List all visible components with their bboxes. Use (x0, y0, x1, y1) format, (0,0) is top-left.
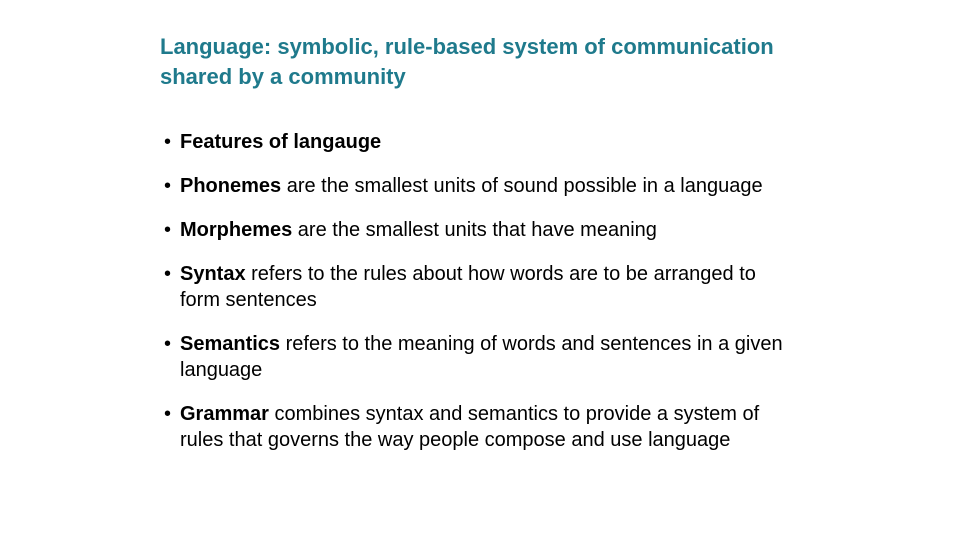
bullet-bold: Syntax (180, 263, 246, 285)
list-item: Phonemes are the smallest units of sound… (164, 173, 800, 199)
bullet-bold: Features of langauge (180, 131, 381, 153)
slide-title: Language: symbolic, rule-based system of… (160, 32, 800, 91)
bullet-bold: Semantics (180, 333, 280, 355)
list-item: Syntax refers to the rules about how wor… (164, 261, 800, 313)
bullet-bold: Phonemes (180, 175, 281, 197)
bullet-bold: Morphemes (180, 219, 292, 241)
bullet-list: Features of langauge Phonemes are the sm… (160, 129, 800, 453)
bullet-bold: Grammar (180, 403, 269, 425)
bullet-rest: are the smallest units that have meaning (292, 219, 657, 241)
list-item: Semantics refers to the meaning of words… (164, 331, 800, 383)
bullet-rest: are the smallest units of sound possible… (281, 175, 762, 197)
list-item: Features of langauge (164, 129, 800, 155)
bullet-rest: refers to the rules about how words are … (180, 263, 756, 311)
list-item: Grammar combines syntax and semantics to… (164, 401, 800, 453)
list-item: Morphemes are the smallest units that ha… (164, 217, 800, 243)
